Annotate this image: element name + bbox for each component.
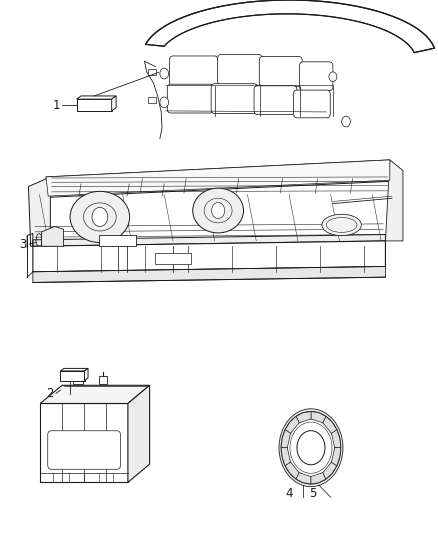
Text: 2: 2 xyxy=(46,387,54,400)
Polygon shape xyxy=(112,96,116,111)
Polygon shape xyxy=(99,235,136,246)
Polygon shape xyxy=(46,160,392,197)
Polygon shape xyxy=(285,462,299,479)
Ellipse shape xyxy=(70,191,130,243)
Polygon shape xyxy=(385,160,403,241)
Polygon shape xyxy=(285,416,299,433)
Polygon shape xyxy=(332,448,341,466)
Polygon shape xyxy=(33,241,385,272)
FancyBboxPatch shape xyxy=(259,56,302,86)
Text: 3: 3 xyxy=(19,238,26,251)
FancyBboxPatch shape xyxy=(254,86,297,115)
FancyBboxPatch shape xyxy=(211,84,258,114)
Polygon shape xyxy=(296,473,311,484)
Circle shape xyxy=(279,409,343,487)
Circle shape xyxy=(342,116,350,127)
Polygon shape xyxy=(311,473,326,484)
Bar xyxy=(73,375,83,384)
Ellipse shape xyxy=(193,188,244,233)
Polygon shape xyxy=(323,416,337,433)
Circle shape xyxy=(212,203,225,219)
Polygon shape xyxy=(145,0,434,53)
FancyBboxPatch shape xyxy=(167,84,214,113)
Polygon shape xyxy=(28,177,50,246)
Polygon shape xyxy=(40,385,150,403)
Bar xyxy=(155,253,191,264)
Polygon shape xyxy=(332,430,341,448)
Bar xyxy=(148,69,156,75)
Polygon shape xyxy=(311,411,326,423)
Polygon shape xyxy=(40,403,128,482)
Text: 5: 5 xyxy=(310,487,317,500)
Polygon shape xyxy=(42,227,64,246)
Ellipse shape xyxy=(322,214,361,236)
Circle shape xyxy=(287,419,335,477)
Polygon shape xyxy=(281,448,290,466)
Bar xyxy=(99,376,107,384)
Circle shape xyxy=(92,207,108,227)
Bar xyxy=(148,97,156,103)
Polygon shape xyxy=(281,430,290,448)
Polygon shape xyxy=(77,99,112,111)
Polygon shape xyxy=(323,462,337,479)
FancyBboxPatch shape xyxy=(300,62,333,91)
Polygon shape xyxy=(128,385,150,482)
Polygon shape xyxy=(60,371,85,381)
Polygon shape xyxy=(77,96,116,99)
Polygon shape xyxy=(33,266,385,282)
FancyBboxPatch shape xyxy=(218,54,262,85)
Polygon shape xyxy=(60,368,88,371)
Polygon shape xyxy=(33,235,385,246)
Polygon shape xyxy=(85,368,88,381)
Polygon shape xyxy=(296,411,311,423)
Circle shape xyxy=(329,72,337,82)
Circle shape xyxy=(160,68,169,79)
Text: 1: 1 xyxy=(52,99,60,111)
Circle shape xyxy=(160,97,169,108)
Circle shape xyxy=(297,431,325,465)
FancyBboxPatch shape xyxy=(48,431,120,469)
Text: 4: 4 xyxy=(285,487,293,500)
Polygon shape xyxy=(46,160,390,196)
FancyBboxPatch shape xyxy=(170,56,218,87)
FancyBboxPatch shape xyxy=(293,90,330,118)
